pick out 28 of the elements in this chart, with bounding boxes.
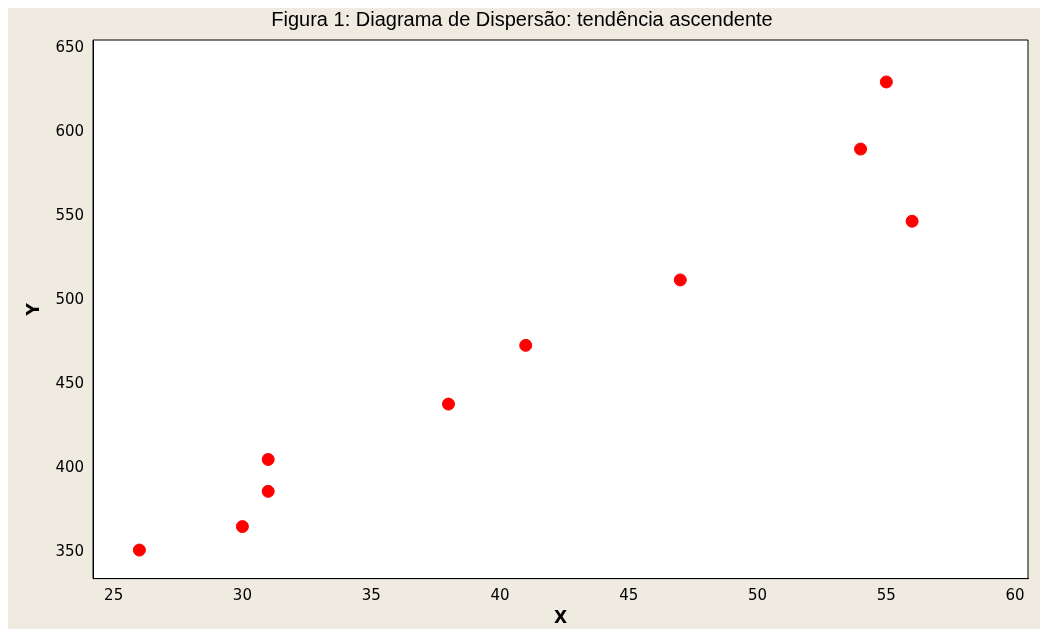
chart-title: Figura 1: Diagrama de Dispersão: tendência ascendente xyxy=(271,7,773,30)
point xyxy=(519,338,533,352)
y-tick-label: 350 xyxy=(55,541,85,560)
point xyxy=(854,142,868,156)
point xyxy=(132,543,146,557)
y-tick-label: 400 xyxy=(55,457,85,476)
y-tick-label: 650 xyxy=(55,38,85,57)
point xyxy=(905,214,919,228)
x-tick-label: 30 xyxy=(232,586,252,605)
y-tick-label: 450 xyxy=(55,373,85,392)
x-tick-label: 35 xyxy=(361,586,381,605)
x-tick-label: 50 xyxy=(748,586,768,605)
y-tick-label: 550 xyxy=(55,206,85,225)
point xyxy=(441,397,455,411)
x-axis-title: X xyxy=(553,607,568,628)
y-tick-label: 500 xyxy=(55,289,85,308)
y-tick-label: 600 xyxy=(55,122,85,141)
y-axis-title: Y xyxy=(22,302,43,317)
point xyxy=(673,273,687,287)
x-tick-label: 40 xyxy=(490,586,510,605)
point xyxy=(261,484,275,498)
x-tick-label: 60 xyxy=(1005,586,1025,605)
x-tick-label: 45 xyxy=(619,586,639,605)
point xyxy=(261,452,275,466)
point xyxy=(879,75,893,89)
point xyxy=(235,520,249,534)
x-tick-label: 55 xyxy=(876,586,896,605)
x-tick-label: 25 xyxy=(104,586,124,605)
